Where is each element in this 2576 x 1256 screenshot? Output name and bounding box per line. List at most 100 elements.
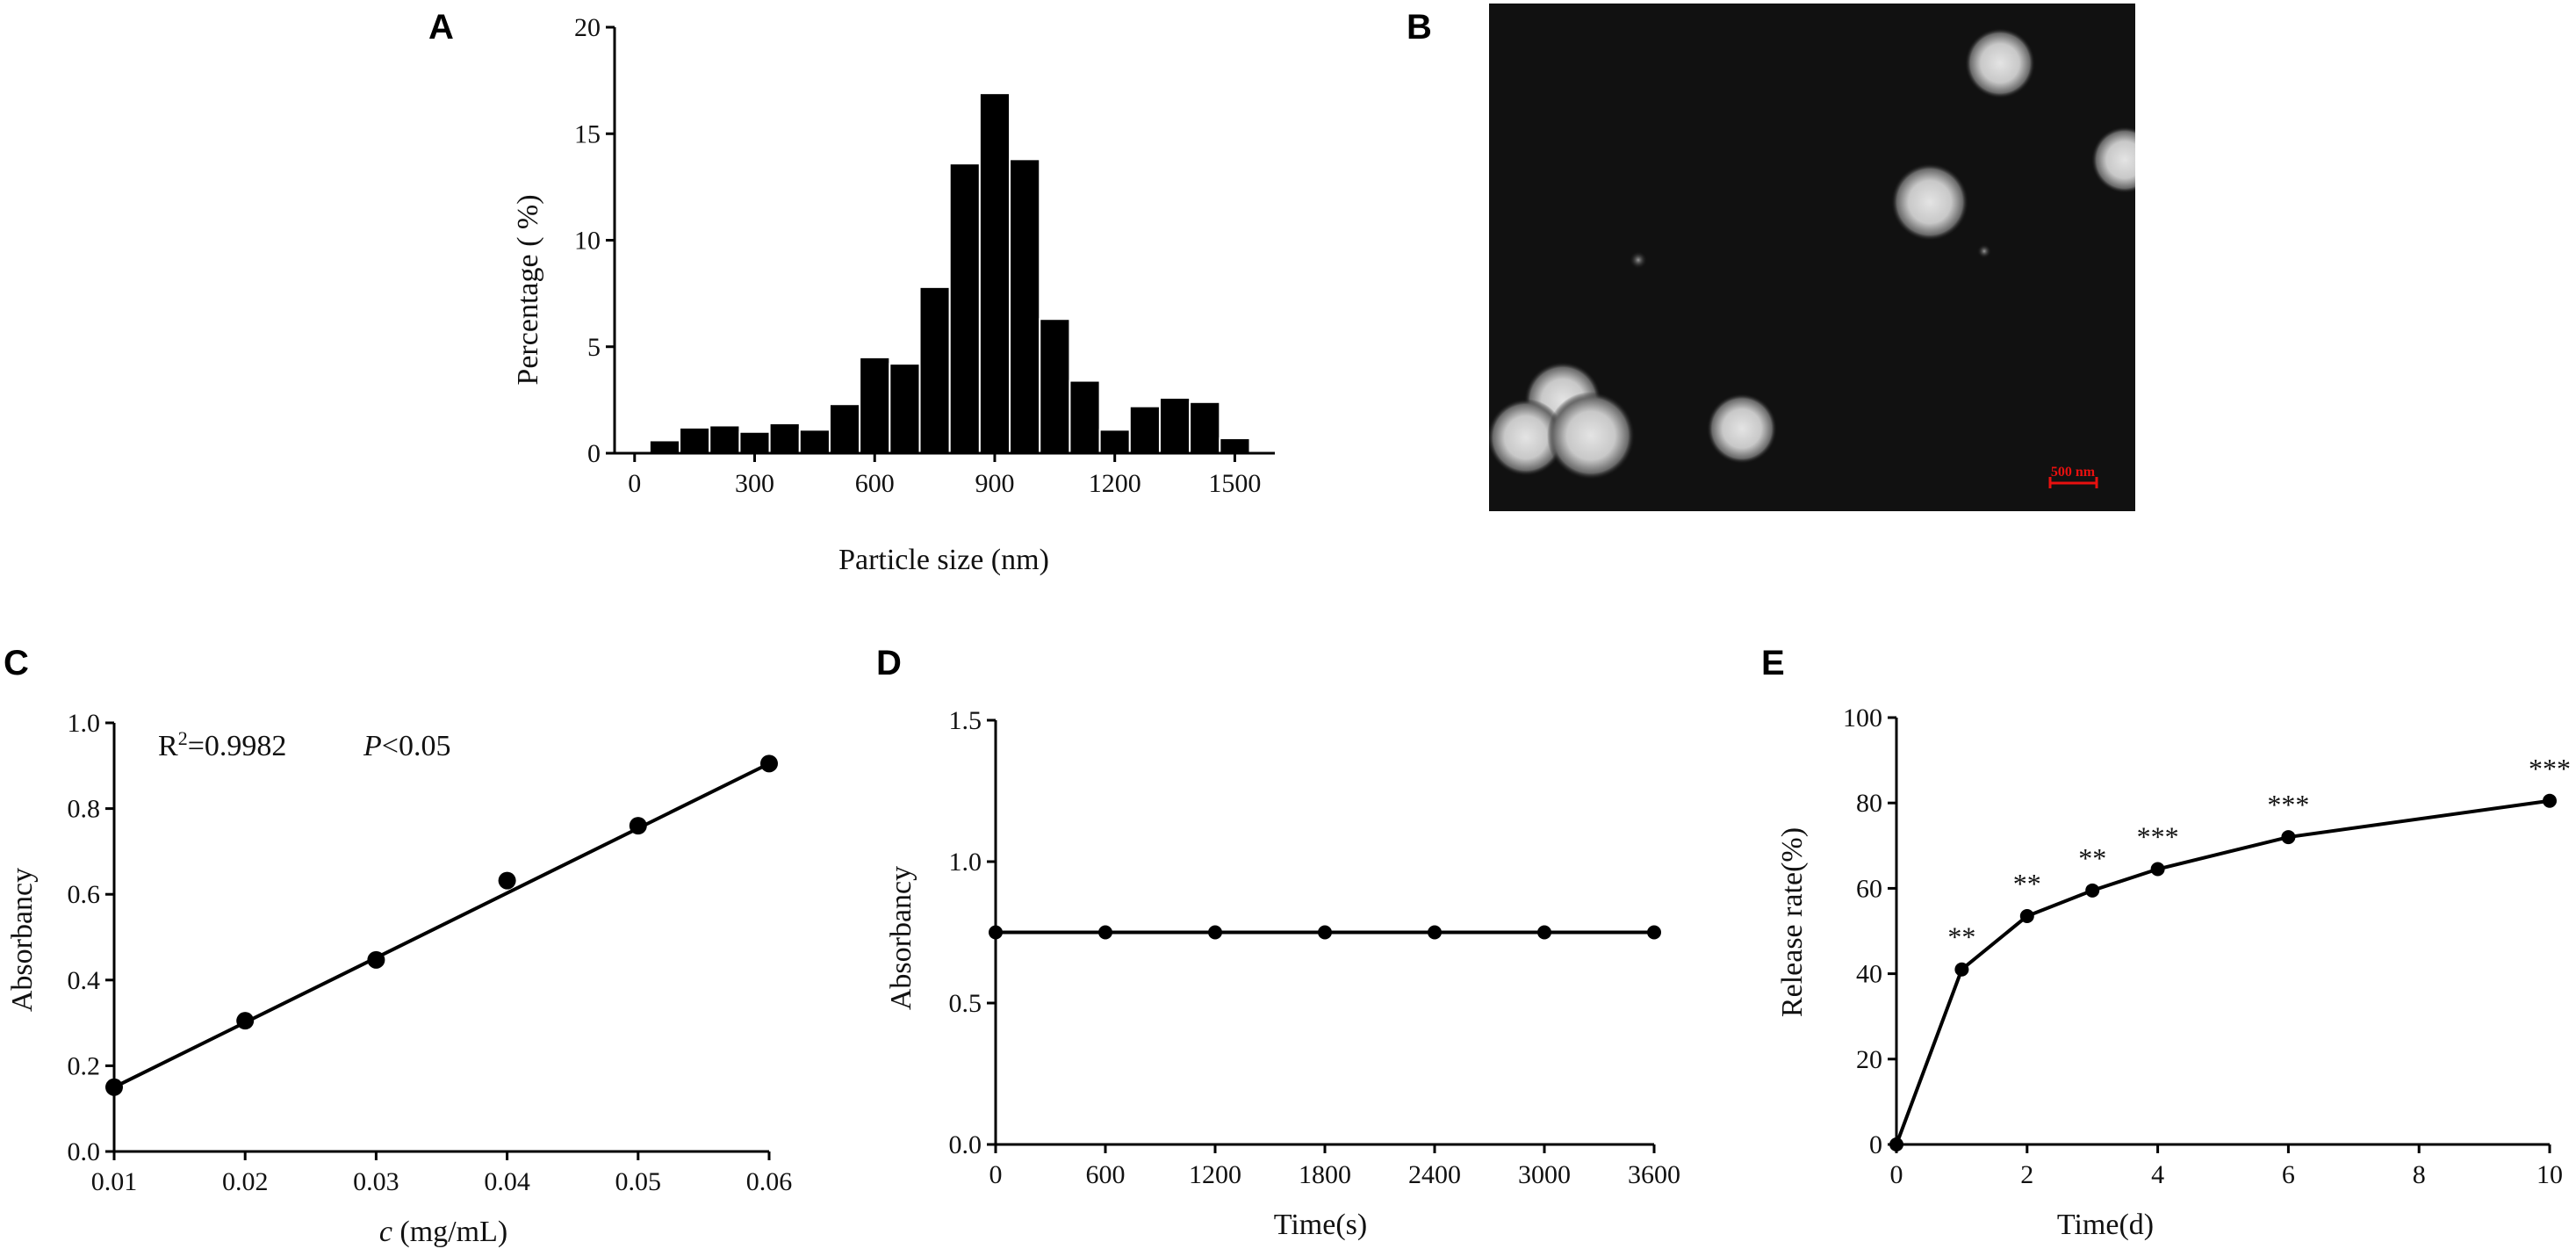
particle [1707,393,1777,464]
data-point [989,925,1003,940]
y-tick-label: 0.2 [68,1051,101,1080]
x-tick-label: 0.06 [746,1167,793,1196]
data-point [498,871,516,890]
particle [2091,126,2135,193]
data-point [1208,925,1222,940]
data-point [1889,1137,1903,1151]
stability-marks [989,925,1661,940]
release-axes: 0 20 40 60 80 100 0 2 4 6 8 10 [1843,704,2563,1189]
data-point [2019,908,2034,923]
x-axis-title: Particle size (nm) [838,544,1049,576]
x-tick-label: 1200 [1189,1160,1241,1189]
histogram-bar [828,403,861,455]
histogram-bar [978,92,1011,455]
calibration-marks [105,754,778,1096]
y-tick-label: 20 [1856,1045,1882,1074]
data-point [367,950,385,969]
histogram-bar [648,439,681,455]
histogram-particle-size: 0 5 10 15 20 0 300 600 900 1200 1500 Particle size… [512,13,1275,576]
significance-label: ** [2013,868,2041,899]
data-point [236,1012,255,1030]
histogram-bar [768,422,801,454]
x-axis-title: c (mg/mL) [379,1216,507,1248]
p-value-annotation: P<0.05 [363,730,450,762]
p-value: <0.05 [382,730,451,762]
histogram-bar [1069,379,1101,454]
release-marks: *************** [1889,753,2571,1151]
series-line [1895,798,2551,1145]
panel-label-d: D [876,644,902,682]
particle [1965,28,2035,98]
y-axis-title: Percentage ( %) [512,194,544,385]
data-point [2085,883,2100,898]
histogram-bar [889,363,921,454]
x-tick-label: 4 [2151,1160,2164,1189]
y-tick-label: 100 [1843,704,1882,733]
y-tick-label: 1.5 [949,706,982,735]
r-squared-value: =0.9982 [188,730,287,762]
x-tick-label: 1800 [1299,1160,1351,1189]
y-tick-label: 40 [1856,960,1882,989]
panel-label-e: E [1761,644,1785,682]
x-tick-label: 600 [855,469,895,498]
x-tick-label: 900 [975,469,1014,498]
y-tick-label: 0 [587,439,601,468]
x-tick-label: 2400 [1408,1160,1461,1189]
data-point [629,817,647,835]
x-tick-label: 2 [2020,1160,2033,1189]
particle [1630,251,1647,269]
y-tick-label: 5 [587,333,601,362]
stability-curve: 0.0 0.5 1.0 1.5 0 600 1200 1800 2400 3000 3600 Tim… [885,706,1680,1241]
x-axis-title-rest: (mg/mL) [392,1216,507,1248]
y-tick-label: 0.0 [949,1130,982,1159]
data-point [2543,793,2557,808]
data-point [2150,862,2165,877]
y-axis-title: Absorbancy [6,868,39,1012]
y-tick-label: 0.6 [68,880,101,909]
calibration-axes: 0.0 0.2 0.4 0.6 0.8 1.0 0.01 0.02 0.03 0.04 0.05 0.… [68,709,793,1196]
x-tick-label: 6 [2282,1160,2295,1189]
x-tick-label: 10 [2536,1160,2563,1189]
particle [1489,399,1565,476]
x-tick-label: 0.04 [484,1167,530,1196]
x-tick-label: 1500 [1208,469,1261,498]
data-point [1954,962,1969,977]
r-squared-annotation: R2=0.9982 [158,727,286,762]
data-point [760,754,778,773]
y-tick-label: 20 [574,13,601,42]
data-point [2281,830,2296,845]
x-tick-label: 0.03 [353,1167,399,1196]
data-point [1537,925,1551,940]
y-axis-title: Release rate(%) [1776,827,1809,1017]
data-point [1318,925,1332,940]
significance-label: *** [2137,821,2179,853]
data-point [1428,925,1442,940]
x-tick-label: 0 [1890,1160,1903,1189]
y-tick-label: 80 [1856,789,1882,818]
x-tick-label: 0.02 [222,1167,269,1196]
significance-label: ** [2078,842,2106,874]
histogram-bar [918,285,951,454]
y-tick-label: 0 [1869,1130,1882,1159]
x-tick-label: 3000 [1518,1160,1571,1189]
r-superscript: 2 [178,727,188,749]
y-tick-label: 0.4 [68,966,101,995]
y-tick-label: 10 [574,227,601,256]
x-tick-label: 0 [628,469,641,498]
data-point [1647,925,1661,940]
sem-micrograph: 500 nm [1489,4,2135,511]
scale-bar-label: 500 nm [2051,465,2096,480]
y-tick-label: 1.0 [949,848,982,877]
particle [1547,392,1635,480]
histogram-bar [709,424,741,455]
histogram-bar [948,162,981,454]
x-axis-title: Time(s) [1274,1209,1367,1241]
significance-label: *** [2267,789,2309,820]
x-tick-label: 3600 [1628,1160,1680,1189]
histogram-bar [738,430,771,454]
histogram-bar [1098,429,1131,455]
x-axis-title: Time(d) [2057,1209,2154,1241]
x-tick-label: 600 [1086,1160,1126,1189]
histogram-bar [859,356,891,454]
